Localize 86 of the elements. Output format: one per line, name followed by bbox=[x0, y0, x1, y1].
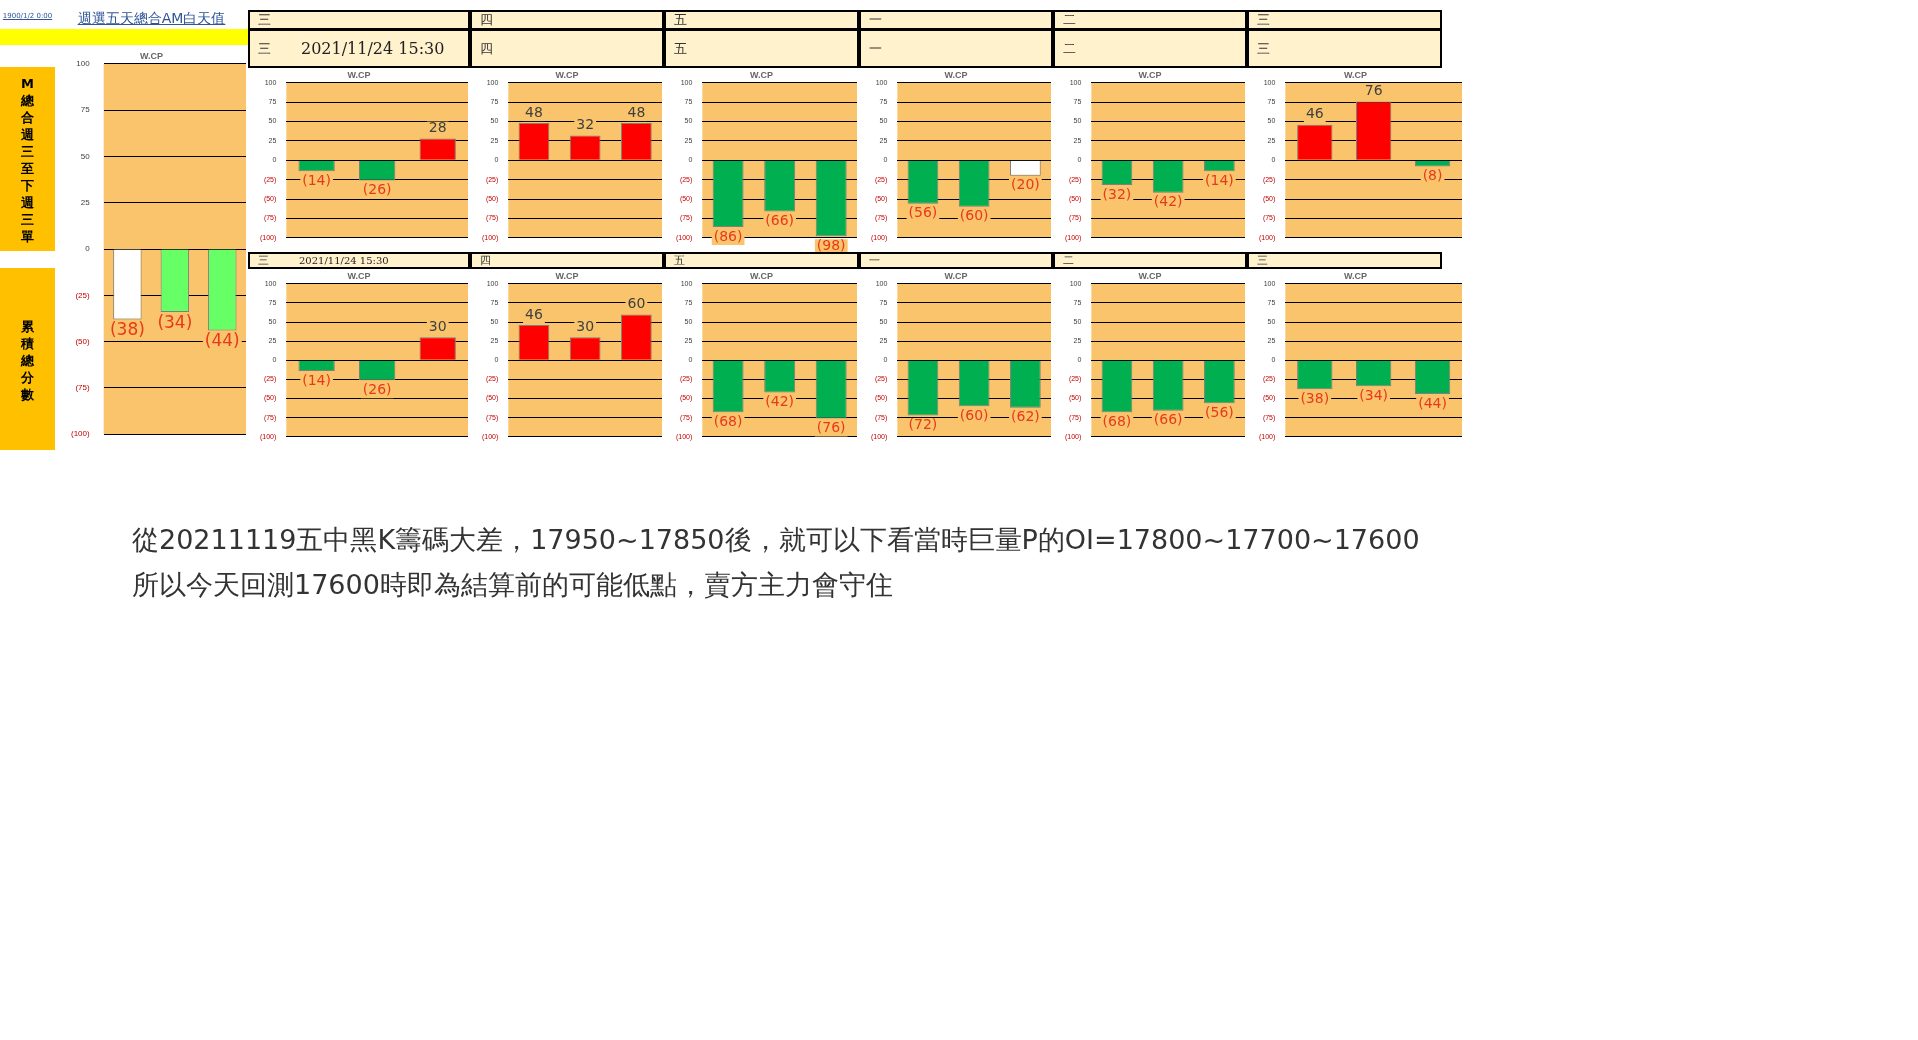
text: 二 bbox=[1053, 10, 1247, 30]
chart-title: W.CP bbox=[555, 69, 579, 80]
text: 三 bbox=[248, 10, 470, 30]
y-tick-label: 50 bbox=[80, 151, 91, 161]
data-label: (44) bbox=[204, 330, 240, 351]
text: 2021/11/24 15:30 bbox=[299, 255, 389, 266]
text: 一 bbox=[859, 10, 1053, 30]
data-label: 48 bbox=[627, 103, 646, 120]
y-tick-label: (75) bbox=[75, 383, 90, 393]
data-label: 76 bbox=[1364, 82, 1383, 99]
chart-subtitle: 三 bbox=[1247, 29, 1442, 68]
chart-title: W.CP bbox=[1343, 69, 1368, 80]
text: 2021/11/24 15:30 bbox=[301, 39, 445, 58]
chart-title: W.CP bbox=[347, 270, 371, 281]
data-label: (86) bbox=[713, 227, 743, 244]
data-label: (26) bbox=[362, 380, 392, 397]
chart-subtitle: 四 bbox=[470, 252, 664, 269]
chart-title: W.CP bbox=[1138, 270, 1162, 281]
chart-subtitle: 週選五天總合AM白天值 bbox=[76, 10, 227, 28]
text: 四 bbox=[470, 10, 664, 30]
chart-title: W.CP bbox=[944, 270, 968, 281]
chart-subtitle: 四 bbox=[470, 29, 664, 68]
data-label: (66) bbox=[1153, 411, 1183, 428]
data-label: 32 bbox=[576, 116, 595, 133]
data-label: (98) bbox=[816, 236, 846, 253]
chart-title: W.CP bbox=[347, 69, 371, 80]
text: 累積總分數 bbox=[0, 268, 55, 450]
text: 五 bbox=[664, 10, 859, 30]
data-label: (68) bbox=[713, 412, 743, 429]
data-label: 48 bbox=[525, 103, 543, 120]
data-label: (44) bbox=[1418, 394, 1447, 411]
data-label: (42) bbox=[765, 393, 795, 410]
data-label: 60 bbox=[627, 295, 646, 312]
data-label: (66) bbox=[765, 212, 795, 229]
y-tick-label: 25 bbox=[80, 197, 91, 207]
data-label: (60) bbox=[959, 207, 989, 224]
data-label: (42) bbox=[1153, 193, 1183, 210]
chart-subtitle: 三 bbox=[258, 40, 271, 56]
data-label: (76) bbox=[816, 419, 846, 436]
data-label: 28 bbox=[428, 119, 447, 136]
data-label: (56) bbox=[908, 204, 938, 221]
data-label: (26) bbox=[362, 181, 392, 198]
chart-subtitle: 五 bbox=[664, 29, 859, 68]
y-tick-label: 0 bbox=[85, 244, 91, 254]
data-label: (14) bbox=[302, 371, 331, 388]
data-label: (34) bbox=[157, 311, 193, 332]
chart-subtitle: 一 bbox=[859, 252, 1053, 269]
chart-title: W.CP bbox=[555, 270, 579, 281]
data-label: (72) bbox=[908, 416, 938, 433]
data-label: 30 bbox=[576, 317, 595, 334]
chart-title: W.CP bbox=[944, 69, 968, 80]
data-label: (38) bbox=[1300, 390, 1330, 407]
y-tick-label: 100 bbox=[76, 59, 91, 68]
chart-subtitle: 三 bbox=[1247, 252, 1442, 269]
chart-title: W.CP bbox=[749, 270, 774, 281]
data-label: 30 bbox=[428, 317, 447, 334]
data-label: (62) bbox=[1011, 408, 1040, 425]
data-label: (56) bbox=[1205, 403, 1234, 420]
text: 從20211119五中黑K籌碼大差，17950~17850後，就可以下看當時巨量P的OI=17800~17700~17600 bbox=[132, 523, 1420, 557]
text: 三 bbox=[1247, 10, 1442, 30]
data-label: (38) bbox=[109, 319, 145, 340]
chart-subtitle: 一 bbox=[859, 29, 1053, 68]
data-label: (14) bbox=[1205, 171, 1234, 188]
chart-subtitle: 五 bbox=[664, 252, 859, 269]
text: 所以今天回測17600時即為結算前的可能低點，賣方主力會守住 bbox=[132, 568, 893, 602]
y-tick-label: 75 bbox=[80, 105, 91, 115]
chart-subtitle: 三 bbox=[258, 254, 269, 267]
text: M總合週三至下週三單 bbox=[21, 76, 34, 244]
data-label: (14) bbox=[302, 171, 331, 188]
data-label: (32) bbox=[1102, 185, 1132, 202]
y-tick-label: (100) bbox=[70, 429, 90, 439]
data-label: (60) bbox=[959, 406, 989, 423]
chart-title: W.CP bbox=[1343, 270, 1368, 281]
y-tick-label: (50) bbox=[75, 336, 90, 346]
data-label: 46 bbox=[1305, 105, 1324, 122]
data-label: (34) bbox=[1359, 386, 1389, 403]
chart-title: W.CP bbox=[1138, 69, 1162, 80]
data-label: (20) bbox=[1011, 176, 1040, 193]
data-label: (68) bbox=[1102, 412, 1132, 429]
data-label: (8) bbox=[1422, 167, 1443, 184]
y-tick-label: (25) bbox=[75, 290, 90, 300]
chart-subtitle: 二 bbox=[1053, 29, 1247, 68]
chart-title: W.CP bbox=[749, 69, 774, 80]
data-label: 46 bbox=[525, 305, 543, 322]
chart-title: W.CP bbox=[139, 50, 164, 61]
chart-subtitle: 二 bbox=[1053, 252, 1247, 269]
